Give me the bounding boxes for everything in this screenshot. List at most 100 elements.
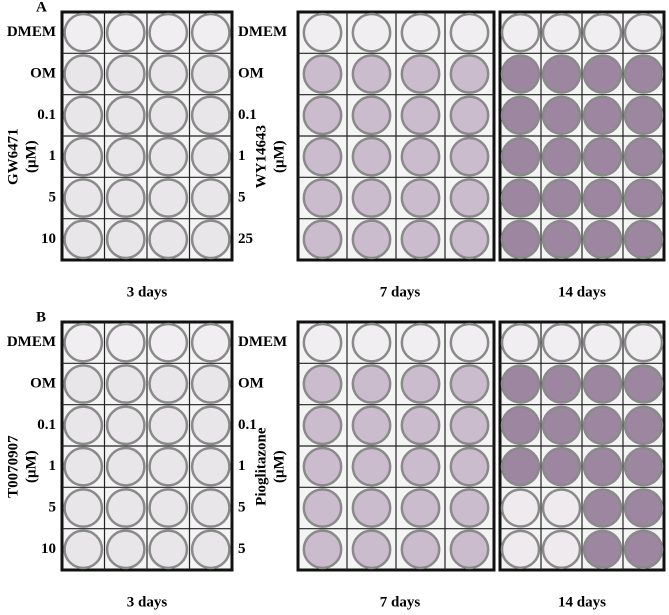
well xyxy=(351,178,392,218)
well xyxy=(148,178,189,218)
row-label: DMEM xyxy=(7,24,56,40)
well xyxy=(105,488,146,528)
well xyxy=(190,529,231,570)
well-plate xyxy=(60,320,234,572)
well-plate xyxy=(296,320,496,572)
well xyxy=(582,12,623,53)
well xyxy=(63,12,104,53)
row-label: 5 xyxy=(238,189,246,205)
well xyxy=(541,54,582,94)
well xyxy=(351,488,392,528)
well xyxy=(400,54,441,94)
day-label: 3 days xyxy=(127,284,168,300)
well xyxy=(302,529,343,570)
well xyxy=(148,54,189,94)
well xyxy=(623,136,664,177)
well xyxy=(302,488,343,528)
well xyxy=(541,136,582,177)
well xyxy=(582,405,623,446)
well xyxy=(623,322,664,363)
well xyxy=(500,136,541,177)
well xyxy=(351,95,392,136)
well xyxy=(190,219,231,260)
well xyxy=(190,446,231,487)
well xyxy=(400,364,441,404)
well xyxy=(302,446,343,487)
well xyxy=(449,136,490,177)
row-label: 0.1 xyxy=(238,417,257,433)
row-label: 25 xyxy=(238,231,253,247)
well xyxy=(500,529,541,570)
axis-label: GW6471 xyxy=(5,128,21,185)
well xyxy=(623,178,664,218)
well xyxy=(63,178,104,218)
well xyxy=(400,488,441,528)
well xyxy=(190,364,231,404)
well xyxy=(500,405,541,446)
well xyxy=(190,405,231,446)
row-label: DMEM xyxy=(238,334,287,350)
well xyxy=(400,178,441,218)
day-label: 3 days xyxy=(127,594,168,610)
day-label: 14 days xyxy=(558,284,606,300)
well xyxy=(63,54,104,94)
well xyxy=(105,95,146,136)
well xyxy=(400,322,441,363)
well xyxy=(105,405,146,446)
row-label: 10 xyxy=(41,541,56,557)
well xyxy=(351,529,392,570)
well-plate xyxy=(296,10,496,262)
well xyxy=(148,95,189,136)
well xyxy=(582,488,623,528)
well xyxy=(623,219,664,260)
well xyxy=(351,219,392,260)
well xyxy=(500,322,541,363)
well xyxy=(63,95,104,136)
row-label: 0.1 xyxy=(37,417,56,433)
well xyxy=(541,178,582,218)
axis-label: (μM) xyxy=(271,140,287,173)
well xyxy=(449,12,490,53)
axis-label: Pioglitazone xyxy=(253,427,269,506)
well-plate xyxy=(498,10,666,262)
well xyxy=(623,54,664,94)
row-label: OM xyxy=(30,65,56,81)
well xyxy=(302,136,343,177)
well xyxy=(63,529,104,570)
well xyxy=(449,178,490,218)
well xyxy=(500,488,541,528)
well xyxy=(105,12,146,53)
well xyxy=(190,12,231,53)
row-label: 1 xyxy=(49,458,57,474)
well xyxy=(190,322,231,363)
well xyxy=(623,364,664,404)
row-label: DMEM xyxy=(238,24,287,40)
row-label: 0.1 xyxy=(238,107,257,123)
well xyxy=(623,488,664,528)
well xyxy=(351,136,392,177)
well xyxy=(541,12,582,53)
well xyxy=(302,405,343,446)
well xyxy=(400,446,441,487)
panel-label: A xyxy=(36,0,47,15)
well xyxy=(541,95,582,136)
row-label: 0.1 xyxy=(37,107,56,123)
well xyxy=(302,54,343,94)
well xyxy=(582,54,623,94)
well xyxy=(302,12,343,53)
well xyxy=(400,219,441,260)
well xyxy=(148,529,189,570)
axis-label: (μM) xyxy=(271,450,287,483)
well xyxy=(541,322,582,363)
well xyxy=(302,95,343,136)
well xyxy=(449,219,490,260)
well xyxy=(400,405,441,446)
well xyxy=(190,136,231,177)
well xyxy=(63,364,104,404)
axis-label: WY14643 xyxy=(253,125,269,188)
row-label: 1 xyxy=(49,148,57,164)
well xyxy=(449,529,490,570)
well xyxy=(582,178,623,218)
well xyxy=(500,219,541,260)
row-label: 1 xyxy=(238,148,246,164)
